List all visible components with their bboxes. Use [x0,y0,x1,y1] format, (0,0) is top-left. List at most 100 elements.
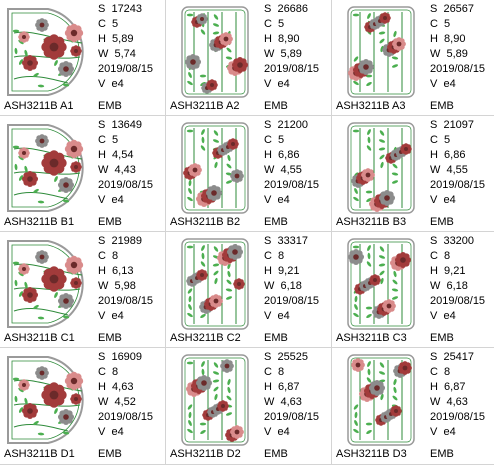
design-version: V e4 [430,426,456,438]
color-count: C 8 [430,366,451,378]
stitch-count: S 33317 [264,235,309,247]
design-cell[interactable]: S 25417 C 8 H 6,87 W 4,63 2019/08/15 V e… [332,348,494,465]
design-date: 2019/08/15 [430,295,486,307]
design-filename: ASH3211B D3 [336,448,407,460]
stitch-count: S 16909 [98,351,143,363]
design-width: W 6,18 [430,280,468,292]
color-count: C 5 [98,134,119,146]
design-height: H 8,90 [430,33,466,45]
color-count: C 5 [98,18,119,30]
design-width: W 4,52 [98,396,136,408]
file-format: EMB [98,100,122,112]
design-date: 2019/08/15 [264,295,320,307]
design-date: 2019/08/15 [264,411,320,423]
design-info: S 25417 C 8 H 6,87 W 4,63 2019/08/15 V e… [430,351,485,441]
design-height: H 6,86 [264,149,300,161]
design-version: V e4 [430,194,456,206]
color-count: C 8 [264,250,285,262]
file-format: EMB [264,448,288,460]
design-height: H 5,89 [98,33,134,45]
embroidery-thumbnail[interactable] [2,235,94,331]
design-cell[interactable]: S 26567 C 5 H 8,90 W 5,89 2019/08/15 V e… [332,0,494,116]
design-filename: ASH3211B D2 [170,448,241,460]
design-filename: ASH3211B B1 [4,216,75,228]
design-cell[interactable]: S 21989 C 8 H 6,13 W 5,98 2019/08/15 V e… [0,232,166,348]
design-height: H 9,21 [264,265,300,277]
stitch-count: S 21989 [98,235,143,247]
color-count: C 8 [264,366,285,378]
color-count: C 5 [430,134,451,146]
embroidery-thumbnail[interactable] [2,3,94,99]
design-info: S 21200 C 5 H 6,86 W 4,55 2019/08/15 V e… [264,119,319,209]
design-version: V e4 [430,78,456,90]
design-info: S 17243 C 5 H 5,89 W 5,74 2019/08/15 V e… [98,3,153,93]
stitch-count: S 13649 [98,119,143,131]
design-width: W 4,63 [430,396,468,408]
design-date: 2019/08/15 [98,295,154,307]
design-cell[interactable]: S 25525 C 8 H 6,87 W 4,63 2019/08/15 V e… [166,348,332,465]
embroidery-thumbnail[interactable] [334,235,426,331]
design-version: V e4 [430,310,456,322]
design-height: H 6,13 [98,265,134,277]
embroidery-thumbnail[interactable] [168,351,260,447]
design-date: 2019/08/15 [98,179,154,191]
stitch-count: S 25525 [264,351,309,363]
design-info: S 21989 C 8 H 6,13 W 5,98 2019/08/15 V e… [98,235,153,325]
design-date: 2019/08/15 [430,411,486,423]
design-date: 2019/08/15 [264,63,320,75]
embroidery-thumbnail[interactable] [168,3,260,99]
design-cell[interactable]: S 21200 C 5 H 6,86 W 4,55 2019/08/15 V e… [166,116,332,232]
embroidery-thumbnail[interactable] [334,351,426,447]
design-width: W 5,89 [264,48,302,60]
design-filename: ASH3211B C2 [170,332,241,344]
color-count: C 8 [98,250,119,262]
design-filename: ASH3211B A2 [170,100,240,112]
design-height: H 4,54 [98,149,134,161]
design-height: H 6,87 [264,381,300,393]
design-filename: ASH3211B A1 [4,100,74,112]
stitch-count: S 21097 [430,119,475,131]
file-format: EMB [264,216,288,228]
design-height: H 6,86 [430,149,466,161]
design-cell[interactable]: S 16909 C 8 H 4,63 W 4,52 2019/08/15 V e… [0,348,166,465]
design-cell[interactable]: S 21097 C 5 H 6,86 W 4,55 2019/08/15 V e… [332,116,494,232]
design-date: 2019/08/15 [98,63,154,75]
design-version: V e4 [98,194,124,206]
design-width: W 5,98 [98,280,136,292]
stitch-count: S 21200 [264,119,309,131]
design-filename: ASH3211B B3 [336,216,407,228]
design-info: S 33317 C 8 H 9,21 W 6,18 2019/08/15 V e… [264,235,319,325]
design-filename: ASH3211B C1 [4,332,75,344]
design-version: V e4 [98,310,124,322]
file-format: EMB [98,216,122,228]
embroidery-thumbnail[interactable] [168,235,260,331]
design-cell[interactable]: S 26686 C 5 H 8,90 W 5,89 2019/08/15 V e… [166,0,332,116]
color-count: C 5 [430,18,451,30]
design-version: V e4 [264,310,290,322]
stitch-count: S 26686 [264,3,309,15]
design-version: V e4 [264,194,290,206]
design-cell[interactable]: S 13649 C 5 H 4,54 W 4,43 2019/08/15 V e… [0,116,166,232]
embroidery-thumbnail[interactable] [2,119,94,215]
design-cell[interactable]: S 17243 C 5 H 5,89 W 5,74 2019/08/15 V e… [0,0,166,116]
design-width: W 5,74 [98,48,136,60]
embroidery-thumbnail[interactable] [334,3,426,99]
design-height: H 9,21 [430,265,466,277]
design-cell[interactable]: S 33317 C 8 H 9,21 W 6,18 2019/08/15 V e… [166,232,332,348]
embroidery-thumbnail[interactable] [334,119,426,215]
design-height: H 8,90 [264,33,300,45]
file-format: EMB [430,100,454,112]
design-info: S 16909 C 8 H 4,63 W 4,52 2019/08/15 V e… [98,351,153,441]
color-count: C 8 [98,366,119,378]
design-info: S 33200 C 8 H 9,21 W 6,18 2019/08/15 V e… [430,235,485,325]
file-format: EMB [264,100,288,112]
design-info: S 25525 C 8 H 6,87 W 4,63 2019/08/15 V e… [264,351,319,441]
design-height: H 6,87 [430,381,466,393]
design-version: V e4 [264,426,290,438]
file-format: EMB [98,448,122,460]
file-format: EMB [430,332,454,344]
design-width: W 5,89 [430,48,468,60]
design-cell[interactable]: S 33200 C 8 H 9,21 W 6,18 2019/08/15 V e… [332,232,494,348]
embroidery-thumbnail[interactable] [2,351,94,447]
embroidery-thumbnail[interactable] [168,119,260,215]
